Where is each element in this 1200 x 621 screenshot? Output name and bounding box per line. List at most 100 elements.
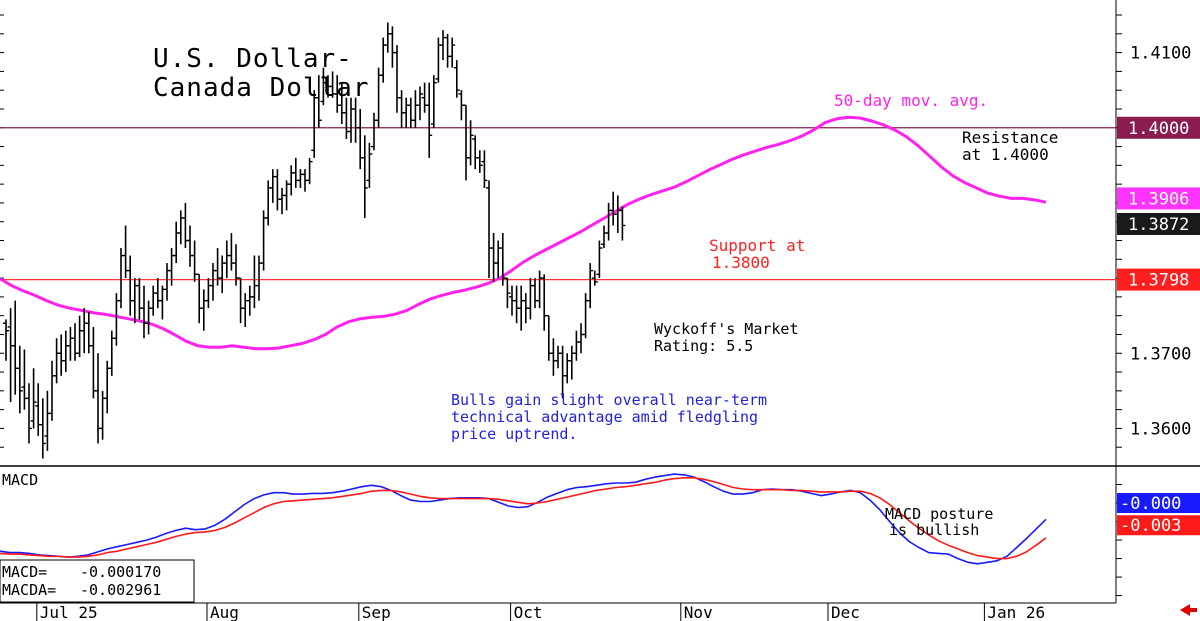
- ohlc-bar: [394, 45, 400, 113]
- macda-readout-value: -0.002961: [80, 581, 161, 599]
- ohlc-bar: [490, 233, 497, 282]
- ohlc-bar: [435, 37, 442, 83]
- ohlc-bar: [90, 326, 97, 399]
- price-label-value: 1.3798: [1128, 271, 1189, 291]
- price-axis-ticks: 1.4100 1.3700 1.3600: [0, 14, 1191, 467]
- ohlc-bar: [568, 345, 575, 380]
- price-tick-label: 1.4100: [1130, 44, 1191, 64]
- ohlc-bar: [605, 202, 612, 241]
- macd-value-box: [1117, 515, 1200, 536]
- ohlc-bar: [279, 187, 285, 215]
- ohlc-bar: [444, 33, 451, 68]
- ohlc-bar: [35, 383, 42, 436]
- ohlc-bar: [375, 67, 382, 128]
- ohlc-bar: [292, 157, 299, 188]
- macd-readout-value: -0.000170: [80, 563, 161, 581]
- ohlc-bar: [601, 225, 607, 249]
- ohlc-bar: [187, 225, 193, 267]
- ohlc-bar: [283, 180, 290, 211]
- ohlc-bar: [118, 248, 124, 309]
- ohlc-bar: [412, 90, 419, 128]
- price-label-box: [1117, 212, 1200, 235]
- ohlc-bar: [173, 221, 180, 264]
- ohlc-bar: [205, 278, 212, 309]
- date-label: Sep: [362, 603, 391, 621]
- ohlc-bar: [476, 150, 483, 173]
- ohlc-bar: [573, 330, 580, 361]
- ohlc-bar: [141, 285, 147, 339]
- ohlc-bar: [587, 263, 594, 309]
- ohlc-bar: [481, 150, 488, 188]
- ohlc-bar: [371, 112, 377, 151]
- ohlc-bar: [7, 308, 14, 403]
- ohlc-bar: [596, 240, 603, 279]
- ohlc-bar: [550, 338, 557, 376]
- ohlc-bar: [366, 142, 373, 188]
- moving-average-line: [0, 115, 1047, 351]
- ohlc-bar: [564, 353, 571, 384]
- ohlc-bar: [463, 104, 469, 181]
- ohlc-bar: [426, 82, 433, 158]
- ohlc-bar: [407, 97, 414, 128]
- ohlc-bar: [72, 323, 78, 361]
- ohlc-bar: [578, 323, 584, 354]
- ohlc-bar: [223, 240, 230, 279]
- ohlc-bar: [536, 270, 543, 309]
- commentary-line-3: price uptrend.: [451, 425, 577, 443]
- ohlc-bar: [297, 169, 304, 188]
- date-label: Dec: [831, 603, 860, 621]
- ohlc-bar: [251, 255, 258, 309]
- ohlc-bar: [200, 289, 207, 331]
- price-label-boxes: 1.4000 1.3906 1.3872 1.3798: [1117, 116, 1200, 291]
- ohlc-bar: [53, 338, 60, 384]
- ohlc-bar: [449, 37, 456, 68]
- ohlc-bar: [12, 300, 19, 395]
- ohlc-bar: [467, 120, 474, 166]
- commentary-line-2: technical advantage amid fledgling: [451, 408, 758, 426]
- macd-note-line-2: is bullish: [889, 521, 979, 539]
- ohlc-bar: [343, 97, 350, 140]
- ohlc-bar: [196, 273, 203, 324]
- macd-value-label: -0.003: [1120, 516, 1181, 536]
- ohlc-bar: [145, 300, 152, 335]
- macd-value-label: -0.000: [1120, 494, 1181, 514]
- ohlc-bar: [430, 75, 437, 128]
- ohlc-bar: [532, 278, 538, 309]
- ohlc-bar: [527, 278, 534, 320]
- ohlc-bar: [3, 319, 9, 361]
- ohlc-bar: [274, 169, 281, 211]
- ohlc-bar: [30, 368, 37, 429]
- ohlc-bar: [495, 240, 502, 279]
- ohlc-bar: [159, 285, 166, 320]
- date-label: Oct: [514, 603, 543, 621]
- ohlc-bar: [288, 165, 295, 196]
- moving-average-layer: [0, 115, 1047, 351]
- date-label: Jan 26: [987, 603, 1045, 621]
- ohlc-bar: [95, 353, 101, 444]
- macd-note-line-1: MACD posture: [885, 505, 993, 523]
- ohlc-bar: [315, 75, 322, 128]
- ohlc-bar: [361, 135, 368, 218]
- commentary-line-1: Bulls gain slight overall near-term: [451, 391, 767, 409]
- ohlc-bar: [486, 180, 492, 279]
- reference-lines: [0, 127, 1116, 281]
- macd-readout-label: MACD=: [2, 563, 47, 581]
- ohlc-bar: [591, 270, 598, 286]
- ohlc-bar: [417, 86, 423, 121]
- ohlc-bar: [108, 330, 115, 376]
- resistance-label-line-2: at 1.4000: [962, 145, 1049, 164]
- ohlc-bar: [403, 97, 410, 128]
- ohlc-bar: [127, 255, 134, 316]
- ohlc-bar: [81, 308, 88, 354]
- ohlc-bar: [85, 311, 92, 354]
- price-label-box: [1117, 187, 1200, 210]
- price-label-value: 1.4000: [1128, 119, 1189, 139]
- price-label-box: [1117, 268, 1200, 291]
- ohlc-bar: [582, 293, 589, 339]
- chart-title-line-2: Canada Dollar: [153, 73, 370, 103]
- ohlc-bar: [619, 206, 626, 241]
- ohlc-bar: [269, 169, 276, 203]
- ohlc-bar: [131, 278, 138, 324]
- scroll-left-arrow-icon[interactable]: [1180, 604, 1197, 616]
- ohlc-bar: [357, 108, 364, 170]
